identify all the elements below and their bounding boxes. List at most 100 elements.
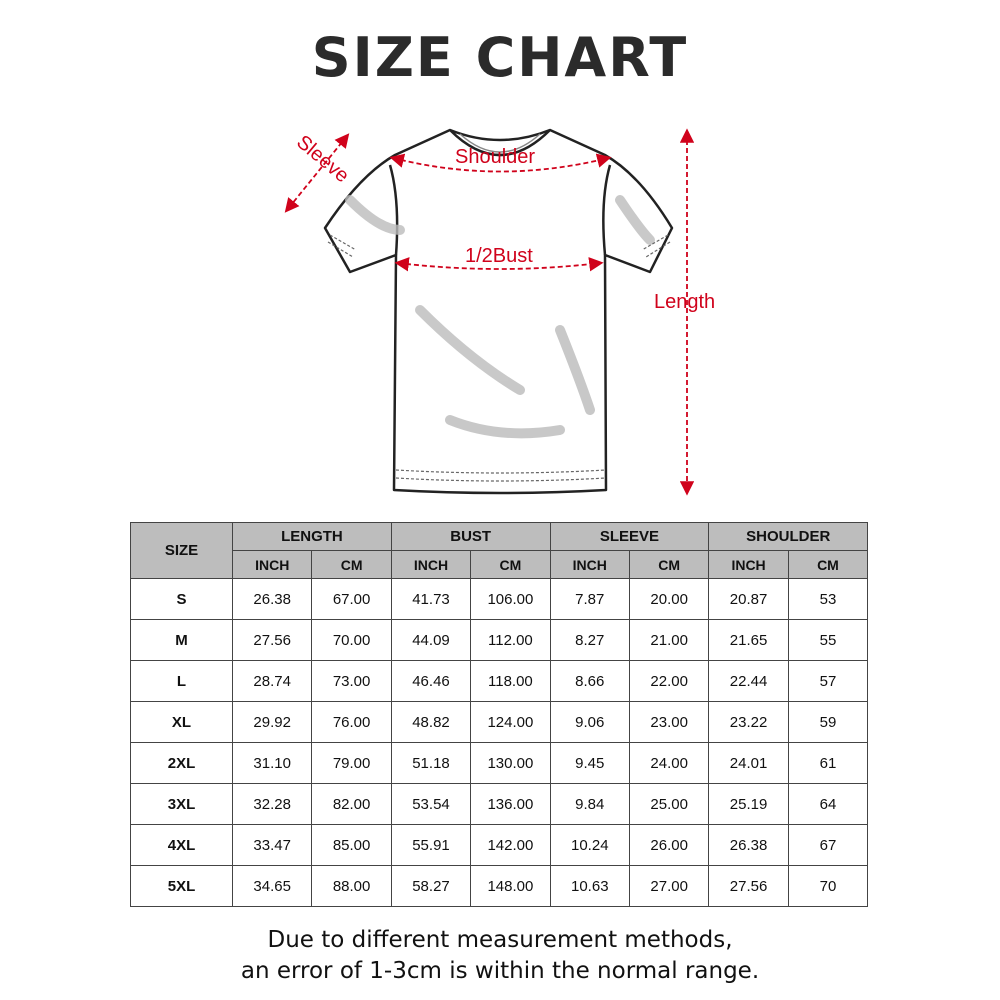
measurement-cell: 79.00 bbox=[311, 742, 392, 784]
size-table: SIZE LENGTH BUST SLEEVE SHOULDER INCH CM I… bbox=[130, 522, 869, 907]
table-row: 5XL 34.65 88.00 58.27 148.00 10.63 27.00 27.56 7… bbox=[130, 865, 869, 907]
measurement-cell: 142.00 bbox=[470, 824, 551, 866]
measurement-cell: 64 bbox=[787, 783, 869, 825]
measurement-cell: 130.00 bbox=[470, 742, 551, 784]
bust-label: 1/2Bust bbox=[465, 245, 533, 267]
length-label: Length bbox=[654, 291, 715, 313]
measurement-cell: 70 bbox=[787, 865, 869, 907]
measurement-cell: 61 bbox=[787, 742, 869, 784]
measurement-cell: 55 bbox=[787, 619, 869, 661]
unit-header: INCH bbox=[390, 550, 472, 579]
measurement-cell: 27.56 bbox=[708, 865, 789, 907]
measurement-cell: 23.22 bbox=[708, 701, 789, 743]
measurement-cell: 9.06 bbox=[549, 701, 630, 743]
measurement-cell: 10.24 bbox=[549, 824, 630, 866]
page-title: SIZE CHART bbox=[311, 26, 689, 89]
measurement-cell: 148.00 bbox=[470, 865, 551, 907]
measurement-cell: 32.28 bbox=[231, 783, 313, 825]
measurement-cell: 25.19 bbox=[708, 783, 789, 825]
length-header: LENGTH bbox=[232, 522, 392, 551]
shoulder-label: Shoulder bbox=[455, 146, 535, 168]
measurement-cell: 124.00 bbox=[470, 701, 551, 743]
measurement-cell: 24.01 bbox=[708, 742, 789, 784]
measurement-cell: 118.00 bbox=[470, 660, 551, 702]
measurement-cell: 21.65 bbox=[708, 619, 789, 661]
measurement-note: Due to different measurement methods, an… bbox=[0, 925, 1000, 987]
shoulder-header: SHOULDER bbox=[708, 522, 869, 551]
unit-header: CM bbox=[628, 550, 710, 579]
measurement-cell: 24.00 bbox=[628, 742, 710, 784]
table-row: S 26.38 67.00 41.73 106.00 7.87 20.00 20.87 53 bbox=[130, 578, 869, 620]
measurement-cell: 26.38 bbox=[231, 578, 313, 620]
measurement-cell: 67 bbox=[787, 824, 869, 866]
measurement-cell: 28.74 bbox=[231, 660, 313, 702]
measurement-cell: 55.91 bbox=[390, 824, 472, 866]
tshirt-outline bbox=[323, 128, 674, 495]
measurement-cell: 70.00 bbox=[311, 619, 392, 661]
measurement-cell: 8.27 bbox=[549, 619, 630, 661]
measurement-cell: 88.00 bbox=[311, 865, 392, 907]
unit-header: INCH bbox=[549, 550, 630, 579]
measurement-cell: 58.27 bbox=[390, 865, 472, 907]
measurement-cell: 59 bbox=[787, 701, 869, 743]
measurement-cell: 112.00 bbox=[470, 619, 551, 661]
measurement-cell: 85.00 bbox=[311, 824, 392, 866]
measurement-cell: 25.00 bbox=[628, 783, 710, 825]
table-row: 4XL 33.47 85.00 55.91 142.00 10.24 26.00 26.38 6… bbox=[130, 824, 869, 866]
size-cell: 4XL bbox=[130, 824, 233, 866]
sleeve-header: SLEEVE bbox=[549, 522, 710, 551]
size-cell: S bbox=[130, 578, 233, 620]
measurement-cell: 8.66 bbox=[549, 660, 630, 702]
note-line-1: Due to different measurement methods, bbox=[267, 927, 733, 953]
measurement-cell: 73.00 bbox=[311, 660, 392, 702]
measurement-cell: 44.09 bbox=[390, 619, 472, 661]
size-cell: L bbox=[130, 660, 233, 702]
measurement-cell: 26.38 bbox=[708, 824, 789, 866]
unit-header: CM bbox=[470, 550, 551, 579]
measurement-cell: 41.73 bbox=[390, 578, 472, 620]
measurement-cell: 106.00 bbox=[470, 578, 551, 620]
measurement-cell: 23.00 bbox=[628, 701, 710, 743]
table-row: XL 29.92 76.00 48.82 124.00 9.06 23.00 23.22 59 bbox=[130, 701, 869, 743]
measurement-cell: 20.00 bbox=[628, 578, 710, 620]
table-row: 2XL 31.10 79.00 51.18 130.00 9.45 24.00 24.01 61 bbox=[130, 742, 869, 784]
measurement-cell: 10.63 bbox=[549, 865, 630, 907]
measurement-cell: 82.00 bbox=[311, 783, 392, 825]
measurement-cell: 22.44 bbox=[708, 660, 789, 702]
measurement-cell: 21.00 bbox=[628, 619, 710, 661]
measurement-cell: 46.46 bbox=[390, 660, 472, 702]
size-cell: 3XL bbox=[130, 783, 233, 825]
measurement-cell: 57 bbox=[787, 660, 869, 702]
measurement-cell: 51.18 bbox=[390, 742, 472, 784]
table-row: 3XL 32.28 82.00 53.54 136.00 9.84 25.00 25.19 64 bbox=[130, 783, 869, 825]
size-cell: 5XL bbox=[130, 865, 233, 907]
measurement-cell: 31.10 bbox=[231, 742, 313, 784]
measurement-cell: 33.47 bbox=[231, 824, 313, 866]
table-row: L 28.74 73.00 46.46 118.00 8.66 22.00 22.44 57 bbox=[130, 660, 869, 702]
bust-header: BUST bbox=[390, 522, 551, 551]
size-cell: M bbox=[130, 619, 233, 661]
measurement-cell: 34.65 bbox=[231, 865, 313, 907]
size-header: SIZE bbox=[130, 522, 233, 579]
measurement-cell: 9.45 bbox=[549, 742, 630, 784]
unit-header: CM bbox=[787, 550, 869, 579]
measurement-cell: 27.00 bbox=[628, 865, 710, 907]
unit-header: CM bbox=[311, 550, 392, 579]
size-cell: XL bbox=[130, 701, 233, 743]
note-line-2: an error of 1-3cm is within the normal r… bbox=[240, 958, 760, 984]
tshirt-diagram: Sleeve Shoulder 1/2Bust Length bbox=[284, 128, 715, 496]
measurement-cell: 53 bbox=[787, 578, 869, 620]
measurement-cell: 27.56 bbox=[231, 619, 313, 661]
table-row: M 27.56 70.00 44.09 112.00 8.27 21.00 21.65 55 bbox=[130, 619, 869, 661]
measurement-arrows bbox=[284, 128, 695, 496]
measurement-cell: 26.00 bbox=[628, 824, 710, 866]
measurement-cell: 22.00 bbox=[628, 660, 710, 702]
unit-header: INCH bbox=[231, 550, 313, 579]
unit-header: INCH bbox=[708, 550, 789, 579]
size-cell: 2XL bbox=[130, 742, 233, 784]
measurement-cell: 29.92 bbox=[231, 701, 313, 743]
measurement-cell: 53.54 bbox=[390, 783, 472, 825]
measurement-cell: 48.82 bbox=[390, 701, 472, 743]
measurement-cell: 136.00 bbox=[470, 783, 551, 825]
measurement-cell: 67.00 bbox=[311, 578, 392, 620]
